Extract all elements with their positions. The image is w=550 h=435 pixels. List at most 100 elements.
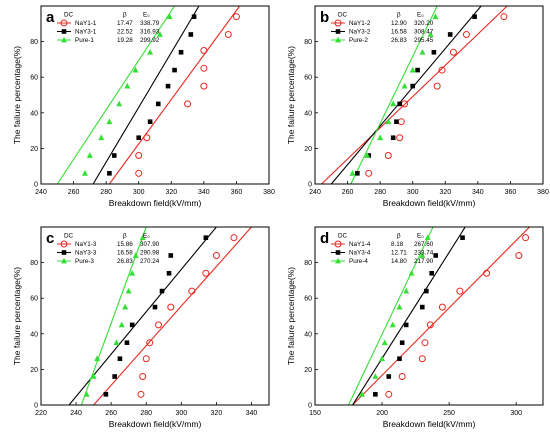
data-point-pure-3 — [129, 269, 136, 276]
y-tick-label: 0 — [308, 182, 312, 189]
data-point-nay3-4 — [460, 235, 465, 240]
data-point-pure-4 — [408, 269, 415, 276]
legend-series-name: NaY1-4 — [349, 241, 371, 248]
y-tick-label: 80 — [304, 260, 312, 267]
data-point-pure-3 — [118, 321, 125, 328]
data-point-pure-2 — [349, 170, 356, 176]
x-tick-label: 340 — [198, 189, 210, 196]
data-point-pure-2 — [432, 13, 439, 20]
data-point-pure-2 — [390, 100, 397, 107]
y-axis-label: The failure percentage(%) — [12, 46, 22, 144]
data-point-nay1-1 — [135, 152, 143, 160]
legend-header-beta: β — [123, 233, 127, 240]
data-point-nay3-4 — [386, 374, 392, 379]
data-point-pure-4 — [396, 303, 403, 310]
legend-series-name: NaY3-3 — [75, 250, 97, 257]
legend-marker — [60, 19, 68, 27]
data-point-pure-2 — [401, 82, 408, 89]
data-point-nay3-1 — [172, 67, 177, 73]
data-point-nay3-4 — [373, 392, 378, 397]
data-point-pure-2 — [364, 152, 371, 158]
y-tick-label: 40 — [304, 331, 312, 338]
data-point-pure-3 — [139, 234, 146, 241]
legend-marker — [61, 250, 67, 255]
legend-e0: 308.47 — [414, 29, 434, 36]
data-point-nay3-1 — [155, 101, 161, 107]
legend-series-name: NaY1-1 — [75, 20, 97, 27]
data-point-nay3-3 — [168, 253, 174, 258]
x-tick-label: 220 — [35, 410, 47, 417]
legend-e0: 299.92 — [140, 37, 160, 44]
data-point-nay3-4 — [403, 322, 409, 328]
data-point-pure-4 — [379, 355, 386, 362]
data-point-nay3-4 — [397, 356, 402, 362]
data-point-pure-1 — [132, 66, 139, 73]
legend-beta: 19.28 — [117, 37, 133, 44]
x-tick-label: 280 — [374, 189, 386, 196]
data-point-nay1-2 — [433, 82, 441, 90]
data-point-nay1-3 — [142, 355, 150, 363]
data-point-nay3-1 — [188, 32, 194, 37]
data-point-nay1-3 — [155, 321, 163, 329]
fit-line-pure-1 — [56, 6, 176, 184]
y-tick-label: 80 — [304, 39, 312, 46]
data-point-nay3-2 — [431, 49, 437, 55]
legend-beta: 12.71 — [391, 250, 407, 257]
x-tick-label: 300 — [510, 410, 522, 417]
data-point-nay1-1 — [135, 169, 143, 177]
data-point-nay3-2 — [472, 14, 477, 19]
data-point-pure-1 — [124, 82, 131, 89]
data-point-pure-3 — [125, 287, 132, 294]
data-point-nay3-3 — [117, 356, 123, 362]
data-point-nay1-4 — [522, 234, 530, 242]
data-point-pure-2 — [385, 118, 392, 125]
fit-line-nay3-2 — [330, 6, 482, 184]
legend-series-name: NaY1-2 — [349, 20, 371, 27]
data-point-nay3-4 — [429, 270, 434, 276]
legend-series-name: NaY3-2 — [349, 29, 371, 36]
y-tick-label: 0 — [34, 182, 38, 189]
legend-header-dc: DC — [338, 12, 348, 19]
x-tick-label: 300 — [175, 410, 187, 417]
data-point-nay1-3 — [146, 339, 154, 347]
panel-label: c — [46, 230, 54, 247]
legend-series-name: Pure-1 — [75, 37, 94, 44]
data-point-nay3-1 — [136, 135, 142, 141]
y-tick-label: 80 — [30, 39, 38, 46]
y-tick-label: 60 — [304, 75, 312, 82]
data-point-pure-1 — [147, 48, 154, 55]
data-point-nay1-4 — [456, 287, 464, 295]
data-point-nay1-3 — [212, 251, 220, 259]
legend-header-beta: β — [397, 233, 401, 240]
data-point-nay1-1 — [143, 134, 151, 142]
y-tick-label: 0 — [34, 403, 38, 410]
chart-panel-d: 150 200 250 300 0 20 40 60 80 Breakdown field(kV/… — [286, 226, 544, 429]
x-tick-label: 300 — [407, 189, 419, 196]
data-point-nay3-1 — [111, 153, 117, 158]
legend-header-dc: DC — [338, 233, 348, 240]
data-point-nay1-1 — [184, 100, 192, 108]
fit-line-pure-4 — [348, 227, 434, 405]
data-point-nay3-3 — [103, 392, 109, 397]
data-point-pure-1 — [156, 31, 163, 37]
legend-series-name: Pure-2 — [349, 37, 368, 44]
x-tick-label: 240 — [35, 189, 47, 196]
x-tick-label: 340 — [472, 189, 484, 196]
data-point-nay1-2 — [449, 48, 457, 56]
y-tick-label: 80 — [30, 260, 38, 267]
legend-marker — [335, 257, 341, 264]
legend-beta: 26.83 — [391, 37, 407, 44]
x-tick-label: 250 — [443, 410, 455, 417]
x-tick-label: 240 — [309, 189, 321, 196]
legend-series-name: Pure-3 — [75, 258, 94, 265]
legend-header-beta: β — [397, 12, 401, 19]
data-point-pure-2 — [419, 48, 426, 55]
data-point-nay1-2 — [396, 134, 404, 142]
y-tick-label: 60 — [30, 296, 38, 303]
legend-beta: 15.86 — [117, 241, 133, 248]
legend-beta: 14.80 — [391, 258, 407, 265]
x-tick-label: 380 — [263, 189, 275, 196]
legend-marker — [334, 19, 342, 27]
legend-e0: 320.20 — [414, 20, 434, 27]
